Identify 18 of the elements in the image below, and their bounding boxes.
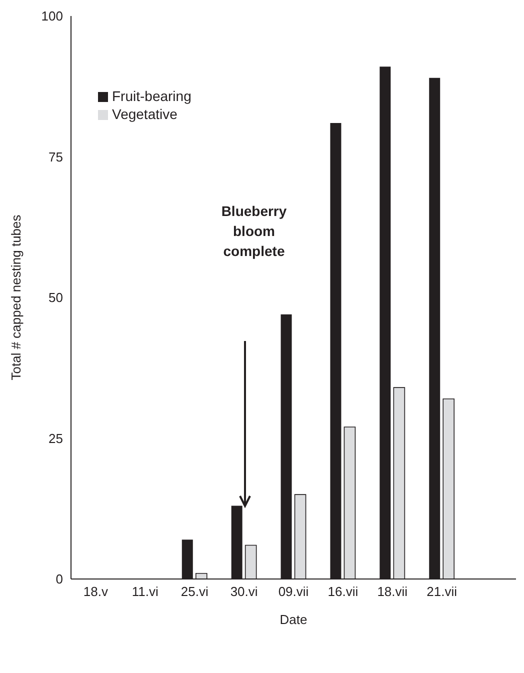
y-tick-label: 0 [56, 572, 63, 587]
x-tick-label: 21.vii [426, 584, 458, 600]
y-tick-label: 75 [48, 149, 63, 164]
y-tick-label: 25 [48, 430, 63, 446]
x-tick-label: 16.vii [328, 584, 358, 600]
x-tick-label: 18.v [83, 584, 109, 600]
y-axis-title: Total # capped nesting tubes [8, 214, 24, 380]
x-tick-label: 30.vi [230, 584, 258, 600]
x-tick-label: 25.vi [180, 584, 208, 600]
x-tick-label: 09.vii [278, 584, 309, 600]
y-tick-label: 100 [41, 8, 63, 24]
x-tick-label: 11.vi [132, 584, 159, 600]
x-axis-title: Date [280, 612, 308, 627]
legend-label: Vegetative [112, 106, 178, 122]
annotation: Blueberry bloom complete [221, 203, 287, 259]
legend-label: Fruit-bearing [112, 88, 192, 104]
y-tick-label: 50 [48, 290, 63, 306]
x-tick-label: 18.vii [377, 584, 408, 600]
